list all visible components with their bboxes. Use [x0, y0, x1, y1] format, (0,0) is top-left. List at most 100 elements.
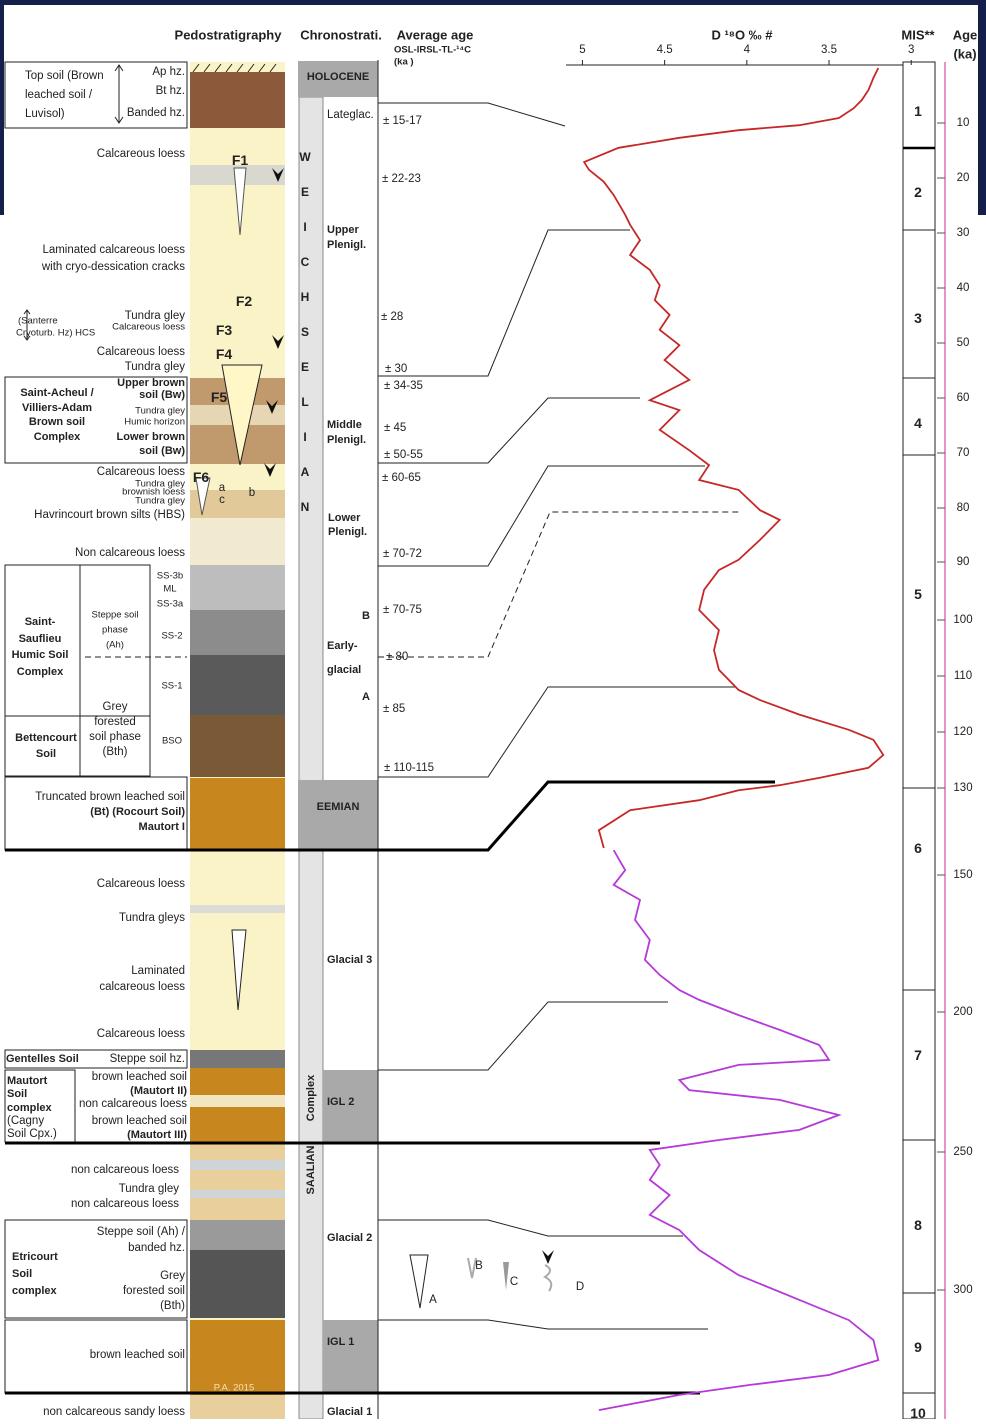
unit-label: Bettencourt	[15, 732, 77, 744]
mis-label: 7	[914, 1047, 922, 1063]
unit-label: Etricourt	[12, 1251, 58, 1263]
header: (ka )	[394, 57, 414, 68]
mis-label: 8	[914, 1217, 922, 1233]
column-label: F1	[232, 152, 249, 168]
isotope-curve	[598, 849, 880, 1411]
chrono-label: Early-	[327, 640, 358, 652]
unit-label: soil phase	[89, 731, 141, 743]
chrono-label: Glacial 3	[327, 954, 372, 966]
age-tick-label: 70	[957, 447, 970, 459]
mis-label: 4	[914, 415, 922, 431]
unit-label: leached soil /	[25, 89, 93, 101]
unit-label: Gentelles Soil	[6, 1053, 79, 1065]
chrono-column	[298, 60, 379, 1420]
column-label: F6	[193, 469, 210, 485]
age-estimate: ± 15-17	[383, 115, 422, 127]
unit-label: Luvisol)	[25, 108, 65, 120]
unit-label: Tundra gleys	[119, 912, 185, 924]
chrono-label: glacial	[327, 664, 361, 676]
header: Pedostratigraphy	[175, 28, 283, 43]
frame	[978, 0, 986, 215]
header: Age	[953, 28, 978, 43]
fracture-legend	[409, 1250, 554, 1309]
unit-label: Lower brown	[117, 431, 186, 443]
chrono-label: HOLOCENE	[307, 71, 369, 83]
mis-label: 1	[914, 103, 922, 119]
age-tick-label: 10	[957, 117, 970, 129]
unit-label: brown leached soil	[90, 1349, 185, 1361]
unit-label: Calcareous loess	[97, 1028, 185, 1040]
chrono-label: Lateglac.	[327, 109, 374, 121]
unit-label: soil (Bw)	[139, 445, 185, 457]
unit-label: non calcareous loess	[79, 1098, 187, 1110]
unit-label: Complex	[34, 431, 81, 443]
age-tick-label: 130	[953, 782, 972, 794]
column-label: F5	[211, 389, 228, 405]
unit-label: (Santerre	[18, 316, 58, 327]
age-estimate: ± 70-72	[383, 548, 422, 560]
unit-label: Brown soil	[29, 416, 85, 428]
unit-label: (Mautort II)	[130, 1085, 187, 1097]
column-label: c	[219, 494, 225, 506]
unit-label: banded hz.	[128, 1242, 185, 1254]
chrono-label: Complex	[305, 1074, 317, 1121]
unit-label: Non calcareous loess	[75, 547, 185, 559]
unit-label: Calcareous loess	[97, 346, 185, 358]
chrono-label: Plenigl.	[327, 239, 366, 251]
unit-label: Mautort I	[139, 821, 185, 833]
age-estimate: ± 34-35	[384, 380, 423, 392]
age-tick-label: 100	[953, 614, 972, 626]
unit-label: Steppe soil (Ah) /	[97, 1226, 186, 1238]
column-label: F3	[216, 322, 233, 338]
frame	[0, 0, 986, 5]
unit-label: (Bth)	[160, 1300, 185, 1312]
age-tick-label: 120	[953, 726, 972, 738]
unit-label: calcareous loess	[99, 981, 185, 993]
unit-label: SS-3b	[157, 571, 183, 582]
unit-label: Havrincourt brown silts (HBS)	[34, 509, 185, 521]
unit-label: (Ah)	[106, 640, 124, 651]
legend-label: A	[429, 1294, 437, 1306]
chrono-label: IGL 1	[327, 1336, 354, 1348]
unit-label: Saint-Acheul /	[20, 387, 93, 399]
age-estimate: ± 50-55	[384, 449, 423, 461]
unit-label: forested soil	[123, 1285, 185, 1297]
unit-label: Grey	[103, 701, 128, 713]
age-tick-label: 90	[957, 556, 970, 568]
column-label: F4	[216, 346, 233, 362]
unit-label: Calcareous loess	[97, 148, 185, 160]
age-estimate: ± 28	[381, 311, 403, 323]
column-label: F2	[236, 293, 253, 309]
mis-label: 6	[914, 840, 922, 856]
unit-label: SS-3a	[157, 599, 184, 610]
age-estimate: ± 85	[383, 703, 405, 715]
header: MIS**	[901, 28, 935, 43]
unit-label: Soil	[36, 748, 56, 760]
age-estimate: ± 45	[384, 422, 406, 434]
unit-label: Soil	[7, 1088, 27, 1100]
unit-label: soil (Bw)	[139, 389, 185, 401]
mis-label: 9	[914, 1339, 922, 1355]
header: D ¹⁸O ‰ #	[711, 28, 773, 43]
chrono-label: B	[362, 610, 370, 622]
unit-label: with cryo-dessication cracks	[41, 261, 185, 273]
mis-label: 2	[914, 184, 922, 200]
chrono-label: Plenigl.	[327, 434, 366, 446]
unit-label: Bt hz.	[156, 85, 185, 97]
age-tick-label: 20	[957, 172, 970, 184]
unit-label: Tundra gley	[135, 496, 185, 507]
unit-label: Tundra gley	[119, 1183, 180, 1195]
age-tick-label: 150	[953, 869, 972, 881]
age-tick-label: 40	[957, 282, 970, 294]
chrono-label: A	[362, 691, 370, 703]
labels: Pedostratigraphy Chronostrati. Average a…	[175, 28, 978, 68]
age-estimate: ± 60-65	[382, 472, 421, 484]
chrono-label: Middle	[327, 419, 362, 431]
unit-label: complex	[12, 1285, 58, 1297]
mis-label: 3	[914, 310, 922, 326]
unit-label: Saint-	[25, 616, 56, 628]
header: Chronostrati.	[300, 28, 382, 43]
column-label: a	[219, 482, 226, 494]
chrono-label: Upper	[327, 224, 360, 236]
unit-label: BSO	[162, 736, 182, 747]
